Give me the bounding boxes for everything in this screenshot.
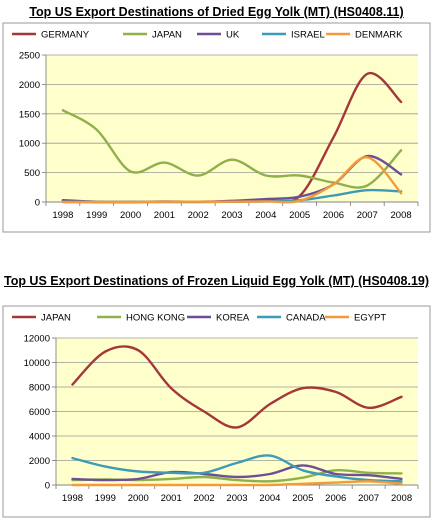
legend-label: ISRAEL [291, 30, 325, 41]
series-line-egypt [71, 480, 403, 487]
y-axis: 0 2000 4000 6000 8000 10000 12000 [24, 334, 57, 492]
x-tick-label: 1998 [52, 210, 73, 221]
x-tick-label: 2004 [255, 210, 276, 221]
series-lines [61, 71, 403, 204]
x-tick-label: 2000 [128, 493, 149, 504]
legend-label: JAPAN [152, 30, 182, 41]
x-tick-label: 2001 [154, 210, 175, 221]
frozen-liquid-egg-yolk-line-chart: JAPAN HONG KONG KOREA CANADA EGYPT 0 2000 4000… [2, 305, 431, 518]
y-tick-label: 2000 [19, 80, 40, 91]
x-tick-label: 2007 [357, 210, 378, 221]
legend-label: UK [226, 30, 240, 41]
y-tick-label: 2500 [19, 51, 40, 62]
y-tick-label: 0 [45, 481, 50, 492]
y-axis: 0 500 1000 1500 2000 2500 [19, 51, 47, 209]
dried-egg-yolk-line-chart: GERMANY JAPAN UK ISRAEL DENMARK 0 500 1000 1500… [2, 22, 431, 233]
x-tick-label: 2004 [259, 493, 280, 504]
series-line-canada [71, 454, 403, 483]
y-tick-label: 1500 [19, 109, 40, 120]
legend-label: HONG KONG [126, 313, 185, 324]
y-tick-label: 8000 [29, 383, 50, 394]
x-tick-label: 2005 [289, 210, 310, 221]
x-tick-label: 2000 [120, 210, 141, 221]
x-tick-label: 2003 [226, 493, 247, 504]
series-line-denmark [61, 156, 403, 204]
legend-label: KOREA [216, 313, 250, 324]
x-tick-label: 2005 [292, 493, 313, 504]
y-tick-label: 500 [24, 168, 40, 179]
x-tick-label: 2002 [188, 210, 209, 221]
series-line-japan [71, 345, 403, 429]
legend-label: EGYPT [354, 313, 386, 324]
x-axis: 1998 1999 2000 2001 2002 2003 2004 2005 2006 2007… [55, 484, 419, 504]
y-tick-label: 2000 [29, 456, 50, 467]
x-tick-label: 2001 [161, 493, 182, 504]
y-tick-label: 10000 [24, 358, 50, 369]
x-tick-label: 2008 [391, 210, 412, 221]
series-line-korea [71, 464, 403, 482]
legend-label: DENMARK [355, 30, 403, 41]
chart-title-frozen-liquid-egg-yolk: Top US Export Destinations of Frozen Liq… [3, 274, 430, 288]
legend-label: CANADA [286, 313, 326, 324]
x-tick-label: 1998 [62, 493, 83, 504]
y-tick-label: 6000 [29, 407, 50, 418]
x-tick-label: 2007 [358, 493, 379, 504]
legend: JAPAN HONG KONG KOREA CANADA EGYPT [12, 313, 386, 324]
y-tick-label: 0 [35, 198, 40, 209]
legend-label: JAPAN [41, 313, 71, 324]
y-tick-label: 4000 [29, 432, 50, 443]
x-tick-label: 2006 [325, 493, 346, 504]
x-tick-label: 2008 [391, 493, 412, 504]
x-tick-label: 1999 [86, 210, 107, 221]
x-tick-label: 2006 [323, 210, 344, 221]
y-tick-label: 1000 [19, 139, 40, 150]
x-tick-label: 2003 [221, 210, 242, 221]
x-tick-label: 1999 [95, 493, 116, 504]
legend-label: GERMANY [41, 30, 90, 41]
chart-title-dried-egg-yolk: Top US Export Destinations of Dried Egg … [29, 5, 404, 19]
y-tick-label: 12000 [24, 334, 50, 345]
plot-area [46, 55, 418, 202]
legend: GERMANY JAPAN UK ISRAEL DENMARK [12, 30, 403, 41]
series-lines [71, 345, 403, 487]
series-line-japan [61, 109, 403, 189]
x-tick-label: 2002 [194, 493, 215, 504]
